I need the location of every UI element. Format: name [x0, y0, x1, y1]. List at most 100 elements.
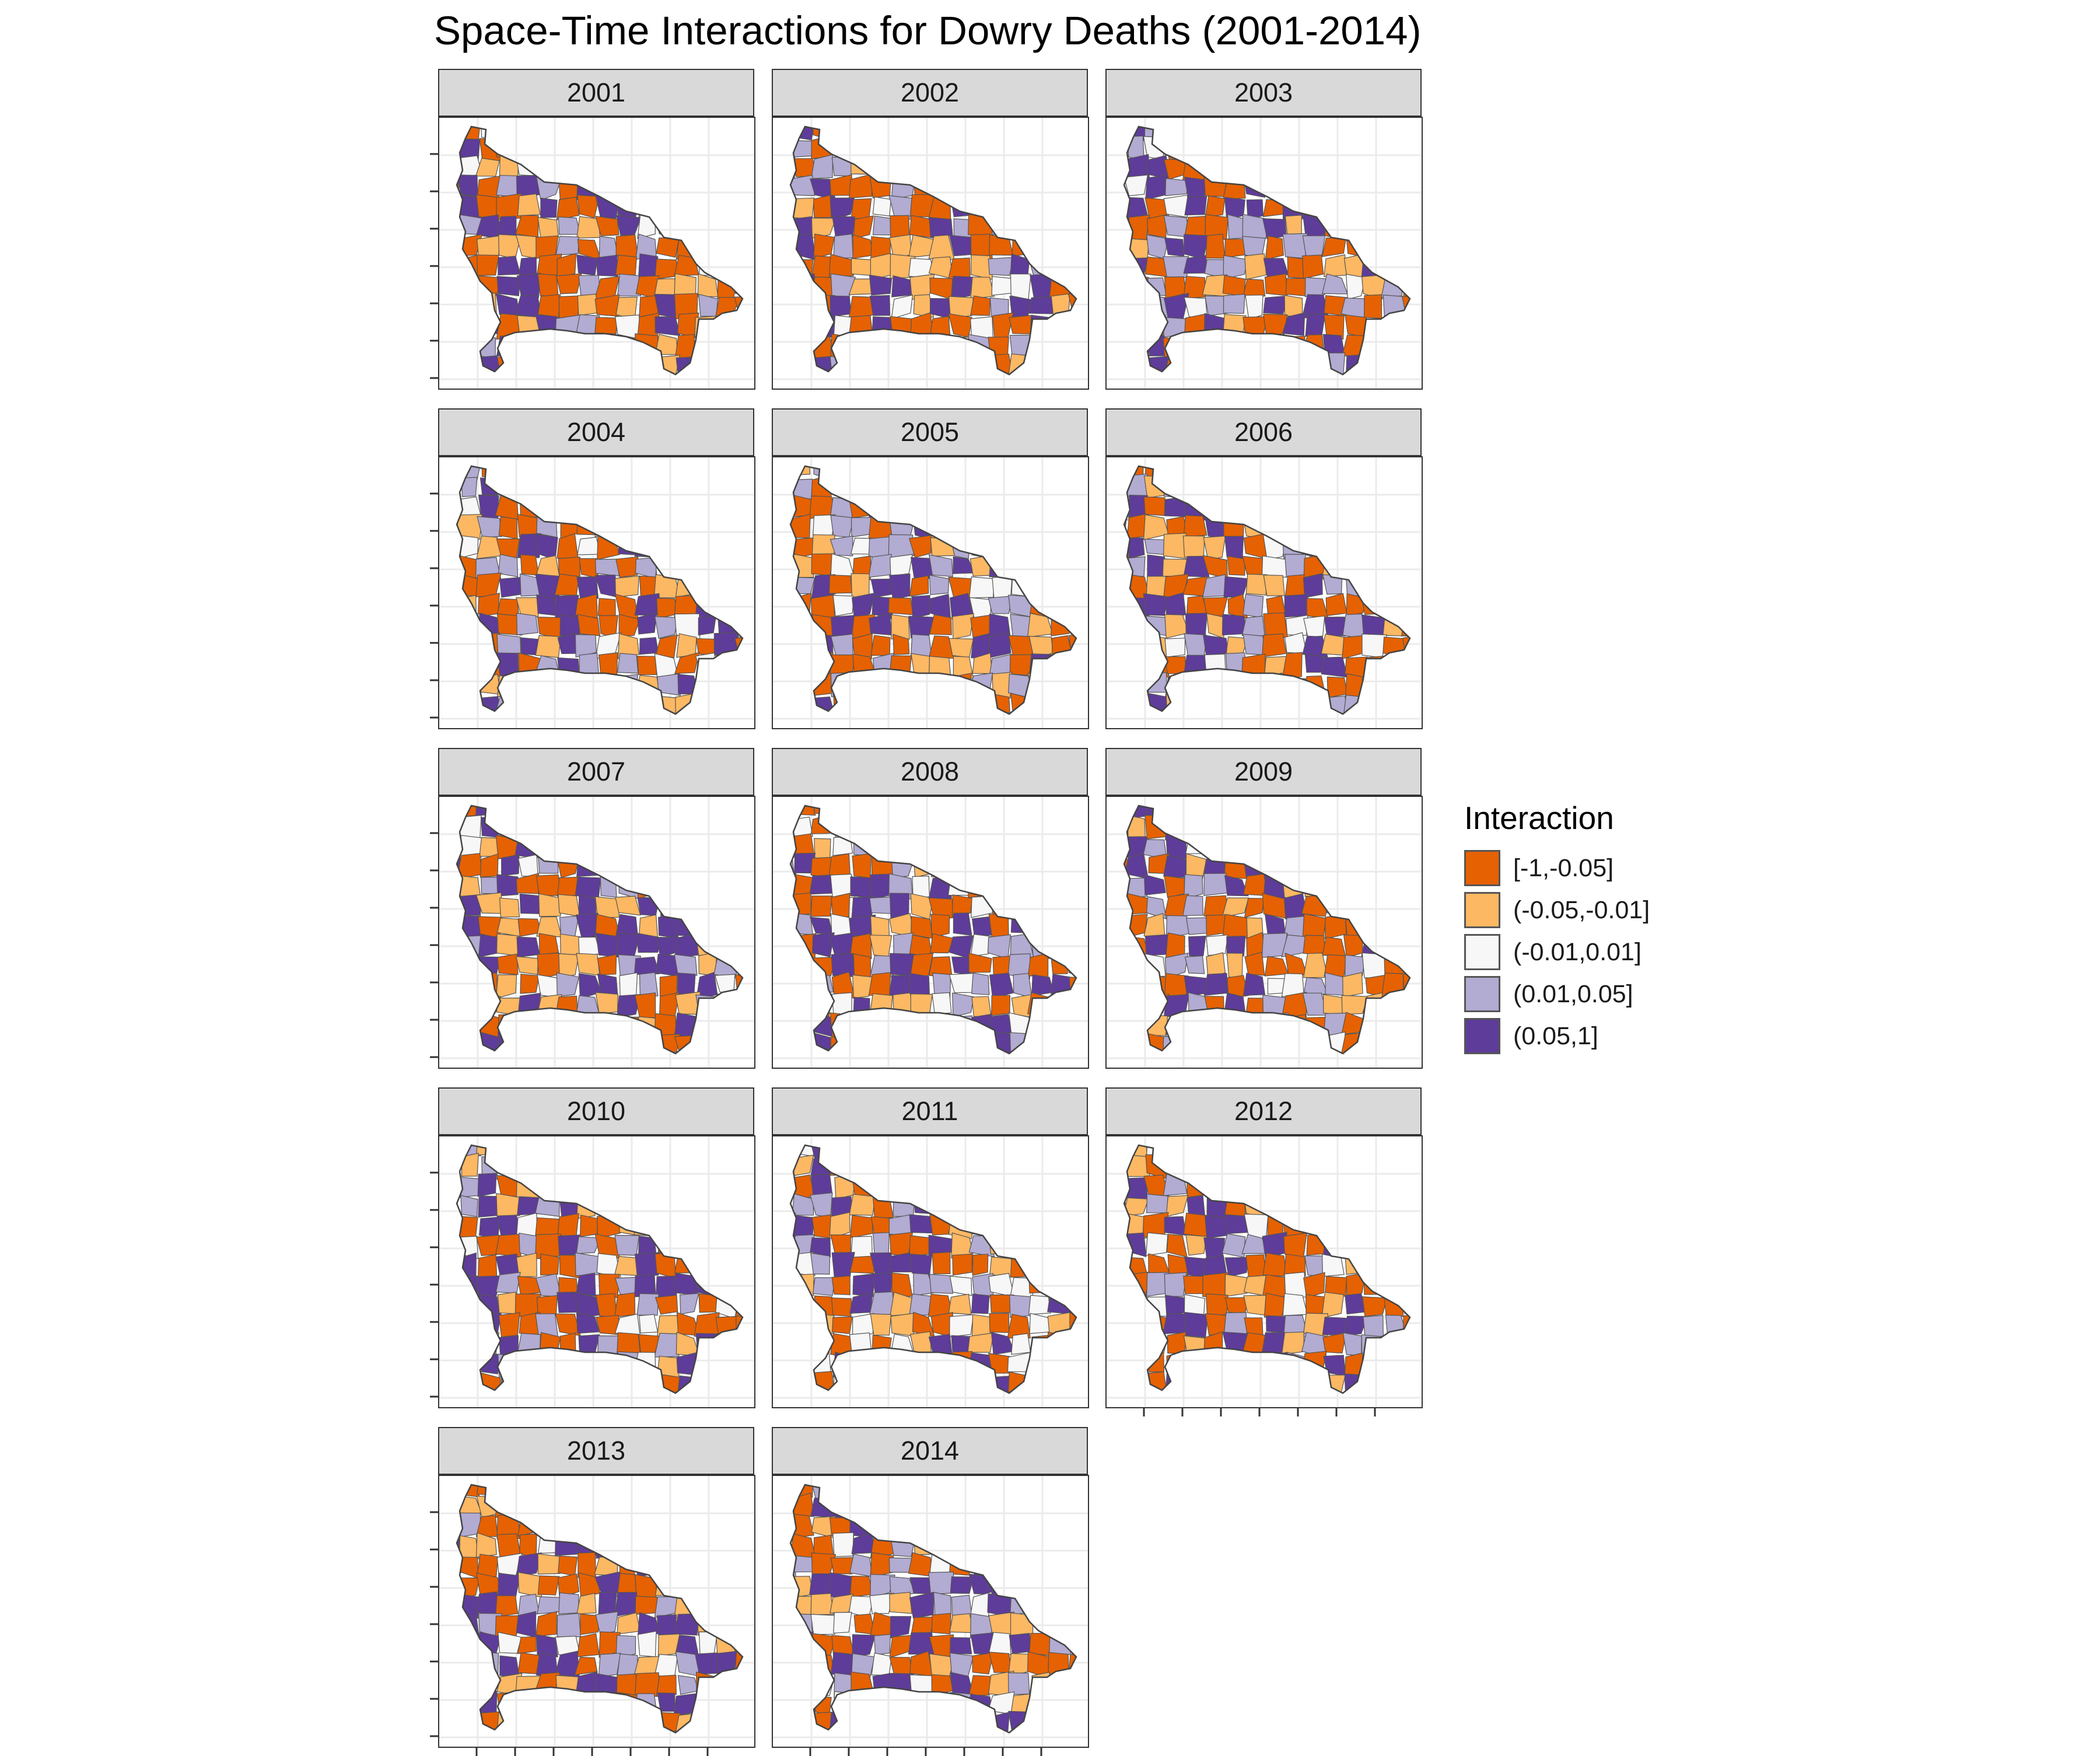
district-polygon: [791, 1631, 814, 1653]
district-polygon: [1007, 953, 1031, 980]
district-polygon: [634, 992, 656, 1018]
district-polygon: [515, 154, 542, 177]
district-polygon: [852, 1313, 874, 1338]
district-polygon: [736, 314, 743, 339]
district-polygon: [854, 1693, 871, 1717]
district-polygon: [475, 1332, 500, 1357]
district-polygon: [891, 614, 910, 640]
district-polygon: [695, 1485, 720, 1498]
district-polygon: [657, 1237, 681, 1254]
district-polygon: [970, 316, 993, 338]
district-polygon: [1326, 676, 1348, 698]
district-polygon: [1325, 127, 1347, 142]
district-polygon: [518, 695, 540, 714]
district-polygon: [1068, 1694, 1076, 1716]
district-polygon: [516, 355, 542, 375]
district-polygon: [970, 1055, 992, 1069]
district-polygon: [790, 214, 795, 240]
district-polygon: [910, 333, 932, 359]
district-polygon: [1009, 1234, 1031, 1260]
district-polygon: [872, 1372, 894, 1393]
district-polygon: [888, 597, 914, 615]
district-polygon: [676, 174, 701, 200]
district-polygon: [909, 953, 934, 977]
district-polygon: [1186, 1176, 1209, 1198]
district-polygon: [853, 1356, 876, 1377]
district-polygon: [989, 556, 1013, 578]
district-polygon: [614, 1292, 636, 1318]
facet-panel-2008: 2008: [772, 748, 1089, 1069]
district-polygon: [635, 1174, 657, 1197]
district-polygon: [968, 1155, 994, 1175]
district-polygon: [889, 1533, 916, 1558]
district-polygon: [1126, 513, 1147, 539]
district-polygon: [576, 576, 599, 600]
district-polygon: [811, 154, 834, 179]
district-polygon: [1124, 1012, 1129, 1037]
district-polygon: [1227, 975, 1249, 999]
district-polygon: [713, 1485, 741, 1499]
district-polygon: [597, 954, 617, 975]
facet-panel-2012: 2012: [1105, 1087, 1423, 1416]
district-polygon: [1386, 215, 1406, 241]
district-polygon: [559, 335, 581, 355]
map-plot-area: [772, 1135, 1089, 1408]
district-polygon: [736, 574, 743, 599]
district-polygon: [559, 466, 579, 480]
district-polygon: [848, 315, 874, 340]
district-polygon: [991, 1174, 1015, 1197]
district-polygon: [1227, 1145, 1245, 1157]
district-polygon: [457, 1555, 463, 1577]
district-polygon: [1008, 1213, 1030, 1236]
district-polygon: [536, 372, 558, 375]
y-axis-ticks: [430, 153, 438, 379]
district-polygon: [790, 1533, 791, 1559]
district-polygon: [970, 277, 995, 299]
district-polygon: [1066, 333, 1076, 359]
district-polygon: [457, 971, 458, 999]
district-polygon: [1285, 614, 1308, 636]
district-polygon: [968, 355, 991, 375]
district-polygon: [1302, 135, 1327, 160]
legend-item: [-1,-0.05]: [1464, 847, 1650, 889]
district-polygon: [828, 575, 853, 594]
district-polygon: [1185, 1372, 1209, 1392]
district-polygon: [930, 1154, 954, 1180]
district-polygon: [634, 834, 658, 859]
district-polygon: [1047, 1673, 1070, 1697]
district-polygon: [1184, 633, 1207, 657]
district-polygon: [790, 1153, 793, 1176]
district-polygon: [790, 994, 796, 1016]
district-polygon: [457, 1575, 461, 1595]
district-polygon: [790, 993, 814, 1016]
district-polygon: [790, 553, 796, 578]
district-polygon: [718, 1053, 738, 1054]
district-polygon: [1124, 1255, 1130, 1278]
district-polygon: [596, 254, 618, 277]
district-polygon: [457, 1651, 463, 1678]
district-polygon: [594, 515, 619, 537]
district-polygon: [635, 1485, 661, 1496]
district-polygon: [1030, 1353, 1052, 1376]
district-polygon: [696, 127, 718, 137]
district-polygon: [1222, 914, 1249, 939]
district-polygon: [790, 334, 794, 357]
district-polygon: [496, 917, 521, 937]
district-polygon: [736, 195, 743, 219]
district-map: [439, 797, 754, 1068]
district-polygon: [909, 1674, 936, 1698]
district-polygon: [953, 1033, 972, 1054]
district-polygon: [1324, 214, 1345, 240]
district-polygon: [1364, 533, 1385, 558]
district-polygon: [1402, 554, 1410, 578]
district-polygon: [1028, 516, 1055, 540]
district-polygon: [1029, 1052, 1052, 1054]
district-polygon: [1322, 1214, 1348, 1237]
district-polygon: [1303, 692, 1329, 714]
district-polygon: [869, 274, 892, 296]
district-polygon: [693, 194, 718, 221]
district-polygon: [1241, 615, 1265, 636]
district-polygon: [951, 375, 975, 390]
district-polygon: [1361, 1012, 1387, 1034]
district-map: [773, 1476, 1088, 1747]
